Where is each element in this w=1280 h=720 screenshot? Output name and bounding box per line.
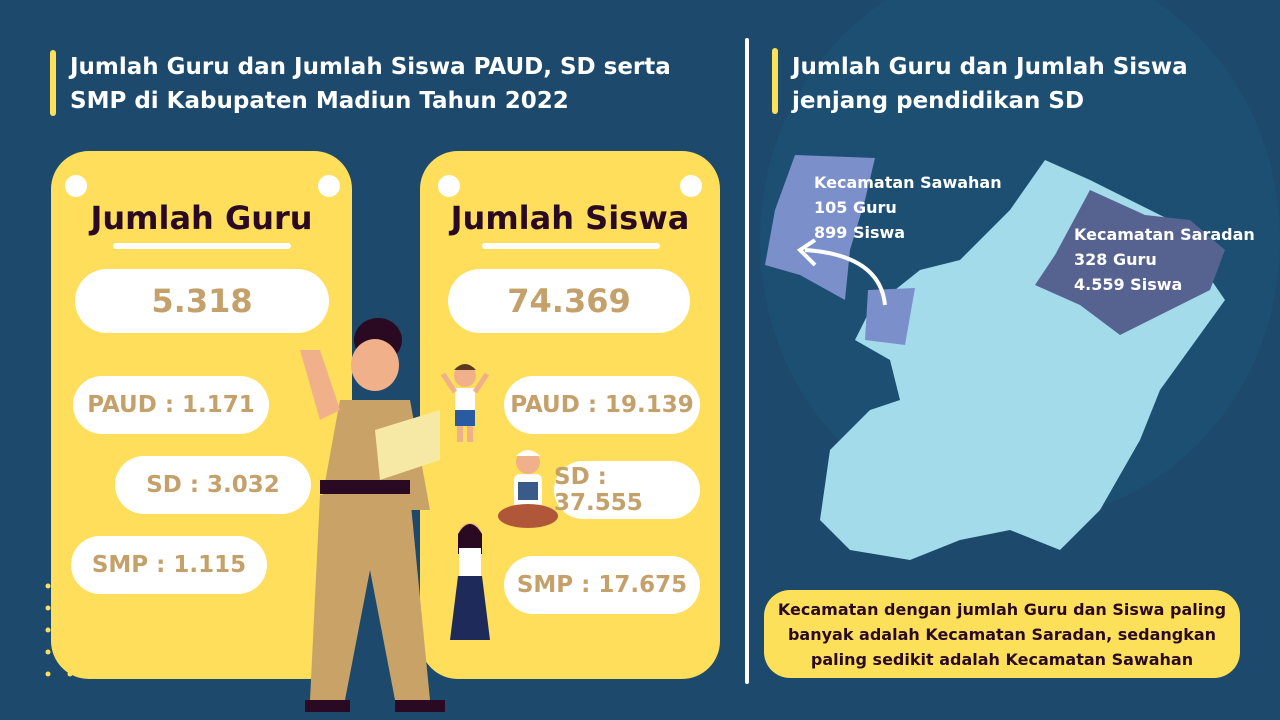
right-title: Jumlah Guru dan Jumlah Siswa jenjang pen… bbox=[792, 50, 1188, 118]
summary-note: Kecamatan dengan jumlah Guru dan Siswa p… bbox=[764, 590, 1240, 678]
guru-heading: Jumlah Guru bbox=[90, 199, 313, 237]
card-hole bbox=[65, 175, 87, 197]
decor-dot bbox=[45, 605, 51, 611]
guru-sd: SD : 3.032 bbox=[115, 456, 311, 514]
map-region-saradan bbox=[1035, 190, 1225, 335]
student-boy-illustration bbox=[440, 364, 490, 442]
saradan-name: Kecamatan Saradan bbox=[1074, 225, 1255, 244]
saradan-label: Kecamatan Saradan 328 Guru 4.559 Siswa bbox=[1074, 222, 1255, 297]
sawahan-label: Kecamatan Sawahan 105 Guru 899 Siswa bbox=[814, 170, 1002, 245]
siswa-smp: SMP : 17.675 bbox=[504, 556, 700, 614]
decor-dot bbox=[45, 627, 51, 633]
guru-card: Jumlah Guru 5.318 PAUD : 1.171 SD : 3.03… bbox=[51, 151, 352, 679]
sawahan-siswa: 899 Siswa bbox=[814, 223, 906, 242]
heading-underline bbox=[482, 243, 660, 249]
sawahan-name: Kecamatan Sawahan bbox=[814, 173, 1002, 192]
left-title-line2: SMP di Kabupaten Madiun Tahun 2022 bbox=[70, 88, 569, 114]
student-reading-illustration bbox=[498, 450, 558, 528]
guru-paud: PAUD : 1.171 bbox=[73, 376, 269, 434]
left-title-line1: Jumlah Guru dan Jumlah Siswa PAUD, SD se… bbox=[70, 54, 671, 80]
map-region-sawahan bbox=[765, 155, 875, 300]
guru-smp: SMP : 1.115 bbox=[71, 536, 267, 594]
map-region-sawahan bbox=[865, 288, 915, 345]
siswa-sd: SD : 37.555 bbox=[554, 461, 700, 519]
saradan-siswa: 4.559 Siswa bbox=[1074, 275, 1183, 294]
decor-dot bbox=[45, 649, 51, 655]
card-hole bbox=[318, 175, 340, 197]
decor-dot bbox=[45, 671, 51, 677]
right-title-line1: Jumlah Guru dan Jumlah Siswa bbox=[792, 54, 1188, 80]
teacher-illustration bbox=[300, 318, 445, 712]
decor-dot bbox=[45, 583, 51, 589]
siswa-total: 74.369 bbox=[448, 269, 690, 333]
siswa-heading: Jumlah Siswa bbox=[450, 199, 690, 237]
student-girl-illustration bbox=[450, 523, 490, 640]
card-hole bbox=[438, 175, 460, 197]
madiun-map bbox=[765, 155, 1225, 560]
sawahan-guru: 105 Guru bbox=[814, 198, 897, 217]
arrow-icon bbox=[804, 248, 887, 306]
arrow-head-icon bbox=[796, 238, 817, 267]
title-accent-bar bbox=[772, 48, 778, 114]
saradan-guru: 328 Guru bbox=[1074, 250, 1157, 269]
divider bbox=[745, 38, 749, 684]
card-hole bbox=[680, 175, 702, 197]
guru-total: 5.318 bbox=[75, 269, 329, 333]
siswa-paud: PAUD : 19.139 bbox=[504, 376, 700, 434]
left-title: Jumlah Guru dan Jumlah Siswa PAUD, SD se… bbox=[70, 50, 671, 118]
right-title-line2: jenjang pendidikan SD bbox=[792, 88, 1085, 114]
heading-underline bbox=[113, 243, 291, 249]
title-accent-bar bbox=[50, 50, 56, 116]
